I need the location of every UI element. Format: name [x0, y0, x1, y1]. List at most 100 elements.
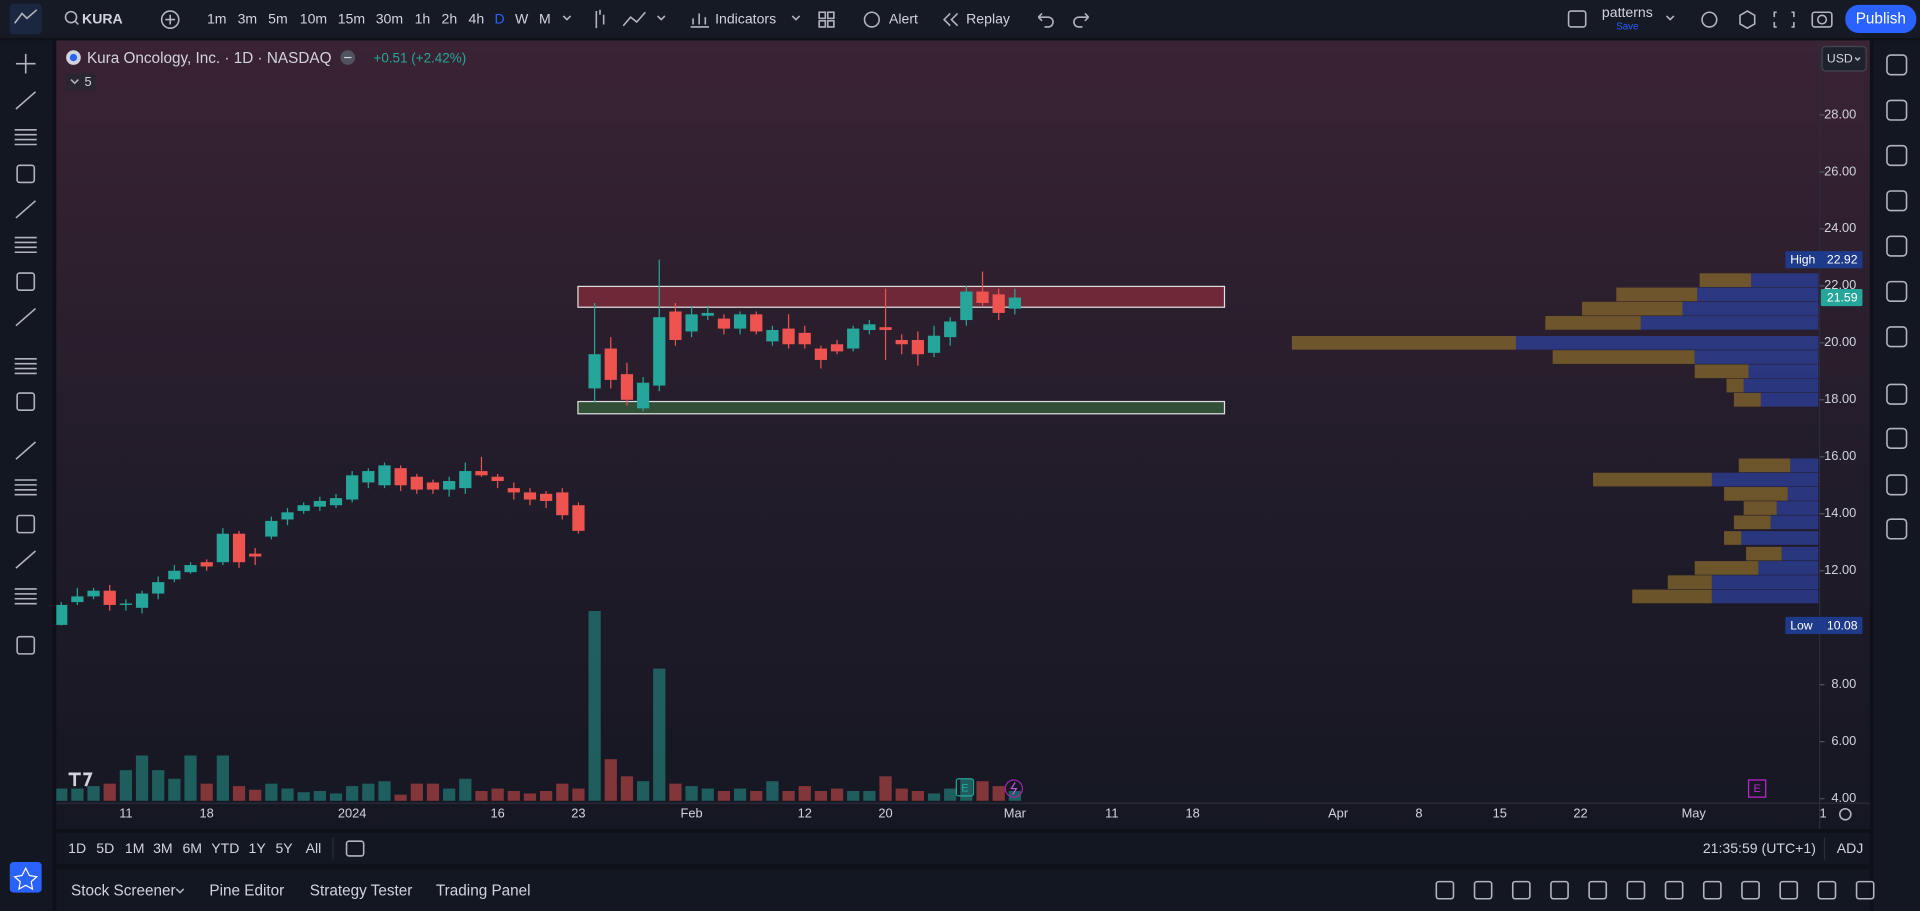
- widget-button[interactable]: [1886, 99, 1908, 121]
- search-icon[interactable]: [64, 10, 78, 24]
- logo[interactable]: [9, 3, 42, 35]
- bottom-tab[interactable]: Pine Editor: [209, 882, 284, 899]
- quick-search[interactable]: [1701, 11, 1718, 28]
- currency-button[interactable]: [1821, 45, 1867, 72]
- currency-label[interactable]: USD: [1827, 52, 1853, 66]
- screener-chevron[interactable]: [175, 888, 185, 894]
- publish-label[interactable]: Publish: [1856, 11, 1906, 28]
- tool-icon[interactable]: [15, 307, 37, 327]
- widget-button[interactable]: [1886, 144, 1908, 167]
- favorite-tool[interactable]: [1626, 880, 1646, 900]
- range-button[interactable]: All: [306, 840, 322, 856]
- alert-button[interactable]: Alert: [889, 10, 918, 26]
- interval-button[interactable]: 10m: [300, 10, 327, 26]
- bottom-tab[interactable]: Strategy Tester: [310, 882, 413, 899]
- range-button[interactable]: YTD: [211, 840, 239, 856]
- replay-button[interactable]: Replay: [966, 10, 1011, 26]
- indicators-chevron[interactable]: [791, 15, 801, 21]
- line-icon[interactable]: [622, 11, 646, 27]
- undo-button[interactable]: [1037, 12, 1054, 28]
- candles-icon[interactable]: [595, 9, 605, 29]
- earnings-badge[interactable]: [955, 778, 975, 797]
- widget-button[interactable]: [1886, 235, 1908, 257]
- interval-button[interactable]: 2h: [442, 10, 458, 26]
- indicator-toggle[interactable]: [66, 73, 96, 91]
- favorite-tool[interactable]: [1817, 880, 1837, 900]
- favorite-tool[interactable]: [1855, 880, 1875, 900]
- tool-icon[interactable]: [16, 164, 36, 184]
- range-button[interactable]: 1M: [125, 840, 145, 856]
- dividend-badge[interactable]: [1004, 779, 1024, 798]
- tool-icon[interactable]: [14, 128, 37, 146]
- tool-icon[interactable]: [16, 392, 36, 411]
- tool-icon[interactable]: [14, 236, 37, 254]
- tool-icon[interactable]: [16, 514, 36, 534]
- tool-icon[interactable]: [16, 635, 36, 655]
- widget-button[interactable]: [1886, 54, 1908, 76]
- settings-button[interactable]: [1739, 10, 1756, 30]
- axis-settings[interactable]: [1839, 807, 1852, 821]
- widget-button[interactable]: [1886, 280, 1908, 303]
- bottom-tab[interactable]: Stock Screener: [71, 882, 176, 899]
- tool-icon[interactable]: [14, 588, 37, 605]
- tool-icon[interactable]: [15, 441, 37, 460]
- bottom-tab[interactable]: Trading Panel: [436, 882, 531, 899]
- favorite-tool[interactable]: [1741, 880, 1760, 900]
- price-zone[interactable]: [577, 400, 1226, 415]
- tool-icon[interactable]: [14, 357, 37, 375]
- indicators-button[interactable]: Indicators: [715, 10, 776, 26]
- snapshot-button[interactable]: [1811, 11, 1833, 28]
- alert-icon[interactable]: [863, 11, 880, 28]
- crosshair-tool[interactable]: [15, 53, 36, 74]
- publish-button[interactable]: [1845, 4, 1917, 34]
- widget-button[interactable]: [1886, 474, 1908, 496]
- interval-button[interactable]: 15m: [338, 10, 365, 26]
- widget-button[interactable]: [1886, 427, 1908, 449]
- date-range-button[interactable]: [345, 840, 365, 857]
- adj-button[interactable]: ADJ: [1837, 840, 1864, 856]
- favorite-tool[interactable]: [1550, 880, 1569, 900]
- interval-button[interactable]: 1m: [207, 10, 227, 26]
- range-button[interactable]: 1Y: [249, 840, 267, 856]
- interval-button[interactable]: 4h: [468, 10, 484, 26]
- widget-button[interactable]: [1886, 190, 1908, 212]
- favorite-tool[interactable]: [1588, 880, 1608, 900]
- favorite-tool[interactable]: [1435, 880, 1455, 900]
- favorite-tool[interactable]: [1473, 880, 1493, 900]
- range-button[interactable]: 1D: [68, 840, 86, 856]
- compare-button[interactable]: [160, 10, 180, 29]
- favorites-button[interactable]: [9, 862, 42, 893]
- interval-button[interactable]: D: [495, 10, 505, 26]
- layout-save[interactable]: Save: [1616, 22, 1638, 33]
- earnings-badge-future[interactable]: [1747, 779, 1767, 798]
- widget-button[interactable]: [1886, 518, 1908, 540]
- interval-button[interactable]: M: [539, 10, 551, 26]
- layout-name[interactable]: patterns: [1602, 4, 1653, 20]
- legend-title[interactable]: Kura Oncology, Inc. · 1D · NASDAQ: [87, 50, 332, 67]
- favorite-tool[interactable]: [1664, 880, 1684, 900]
- interval-button[interactable]: 3m: [238, 10, 258, 26]
- range-button[interactable]: 3M: [153, 840, 173, 856]
- indicators-icon[interactable]: [690, 13, 709, 28]
- redo-button[interactable]: [1073, 12, 1090, 28]
- tool-icon[interactable]: [16, 272, 36, 291]
- interval-button[interactable]: 5m: [268, 10, 288, 26]
- price-zone[interactable]: [577, 285, 1226, 308]
- tool-icon[interactable]: [14, 479, 37, 496]
- interval-button[interactable]: 1h: [415, 10, 431, 26]
- chart-type-chevron[interactable]: [656, 15, 666, 21]
- symbol[interactable]: KURA: [82, 10, 123, 26]
- favorite-tool[interactable]: [1779, 880, 1799, 900]
- widget-button[interactable]: [1886, 326, 1908, 348]
- range-button[interactable]: 5D: [96, 840, 114, 856]
- range-button[interactable]: 5Y: [275, 840, 293, 856]
- templates-icon[interactable]: [818, 11, 827, 20]
- range-button[interactable]: 6M: [182, 840, 202, 856]
- layout-chevron[interactable]: [1665, 15, 1675, 21]
- indicator-count[interactable]: 5: [84, 74, 91, 89]
- favorite-tool[interactable]: [1511, 880, 1531, 900]
- layout-icon[interactable]: [1567, 10, 1587, 28]
- fullscreen-button[interactable]: [1773, 11, 1795, 28]
- widget-button[interactable]: [1886, 383, 1908, 405]
- tool-icon[interactable]: [15, 550, 37, 569]
